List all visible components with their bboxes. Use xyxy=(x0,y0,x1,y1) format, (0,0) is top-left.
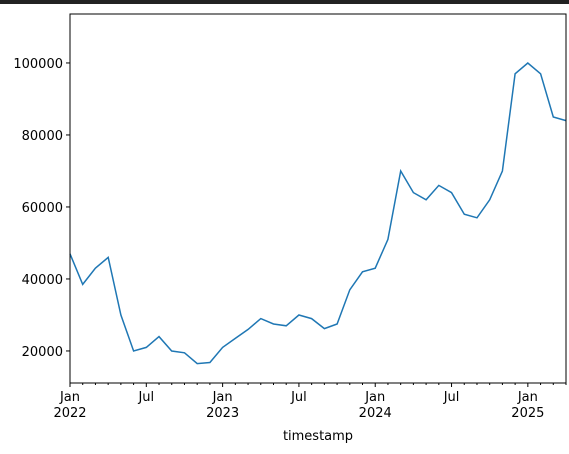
y-tick-label: 80000 xyxy=(22,129,63,144)
y-tick-label: 60000 xyxy=(22,201,63,216)
x-tick-label: Jan 2023 xyxy=(206,390,239,421)
top-bar xyxy=(0,0,569,4)
x-tick-label: Jul xyxy=(290,390,307,405)
plot-frame xyxy=(69,13,567,384)
price-line xyxy=(69,62,567,365)
y-tick-label: 40000 xyxy=(22,273,63,288)
x-tick-label: Jul xyxy=(137,390,154,405)
x-tick-label: Jan 2024 xyxy=(359,390,392,421)
x-tick-label: Jul xyxy=(443,390,460,405)
y-tick-label: 100000 xyxy=(13,57,63,72)
y-tick-label: 20000 xyxy=(22,345,63,360)
x-tick-label: Jan 2022 xyxy=(53,390,86,421)
x-axis-label: timestamp xyxy=(283,429,353,444)
x-tick-label: Jan 2025 xyxy=(511,390,544,421)
